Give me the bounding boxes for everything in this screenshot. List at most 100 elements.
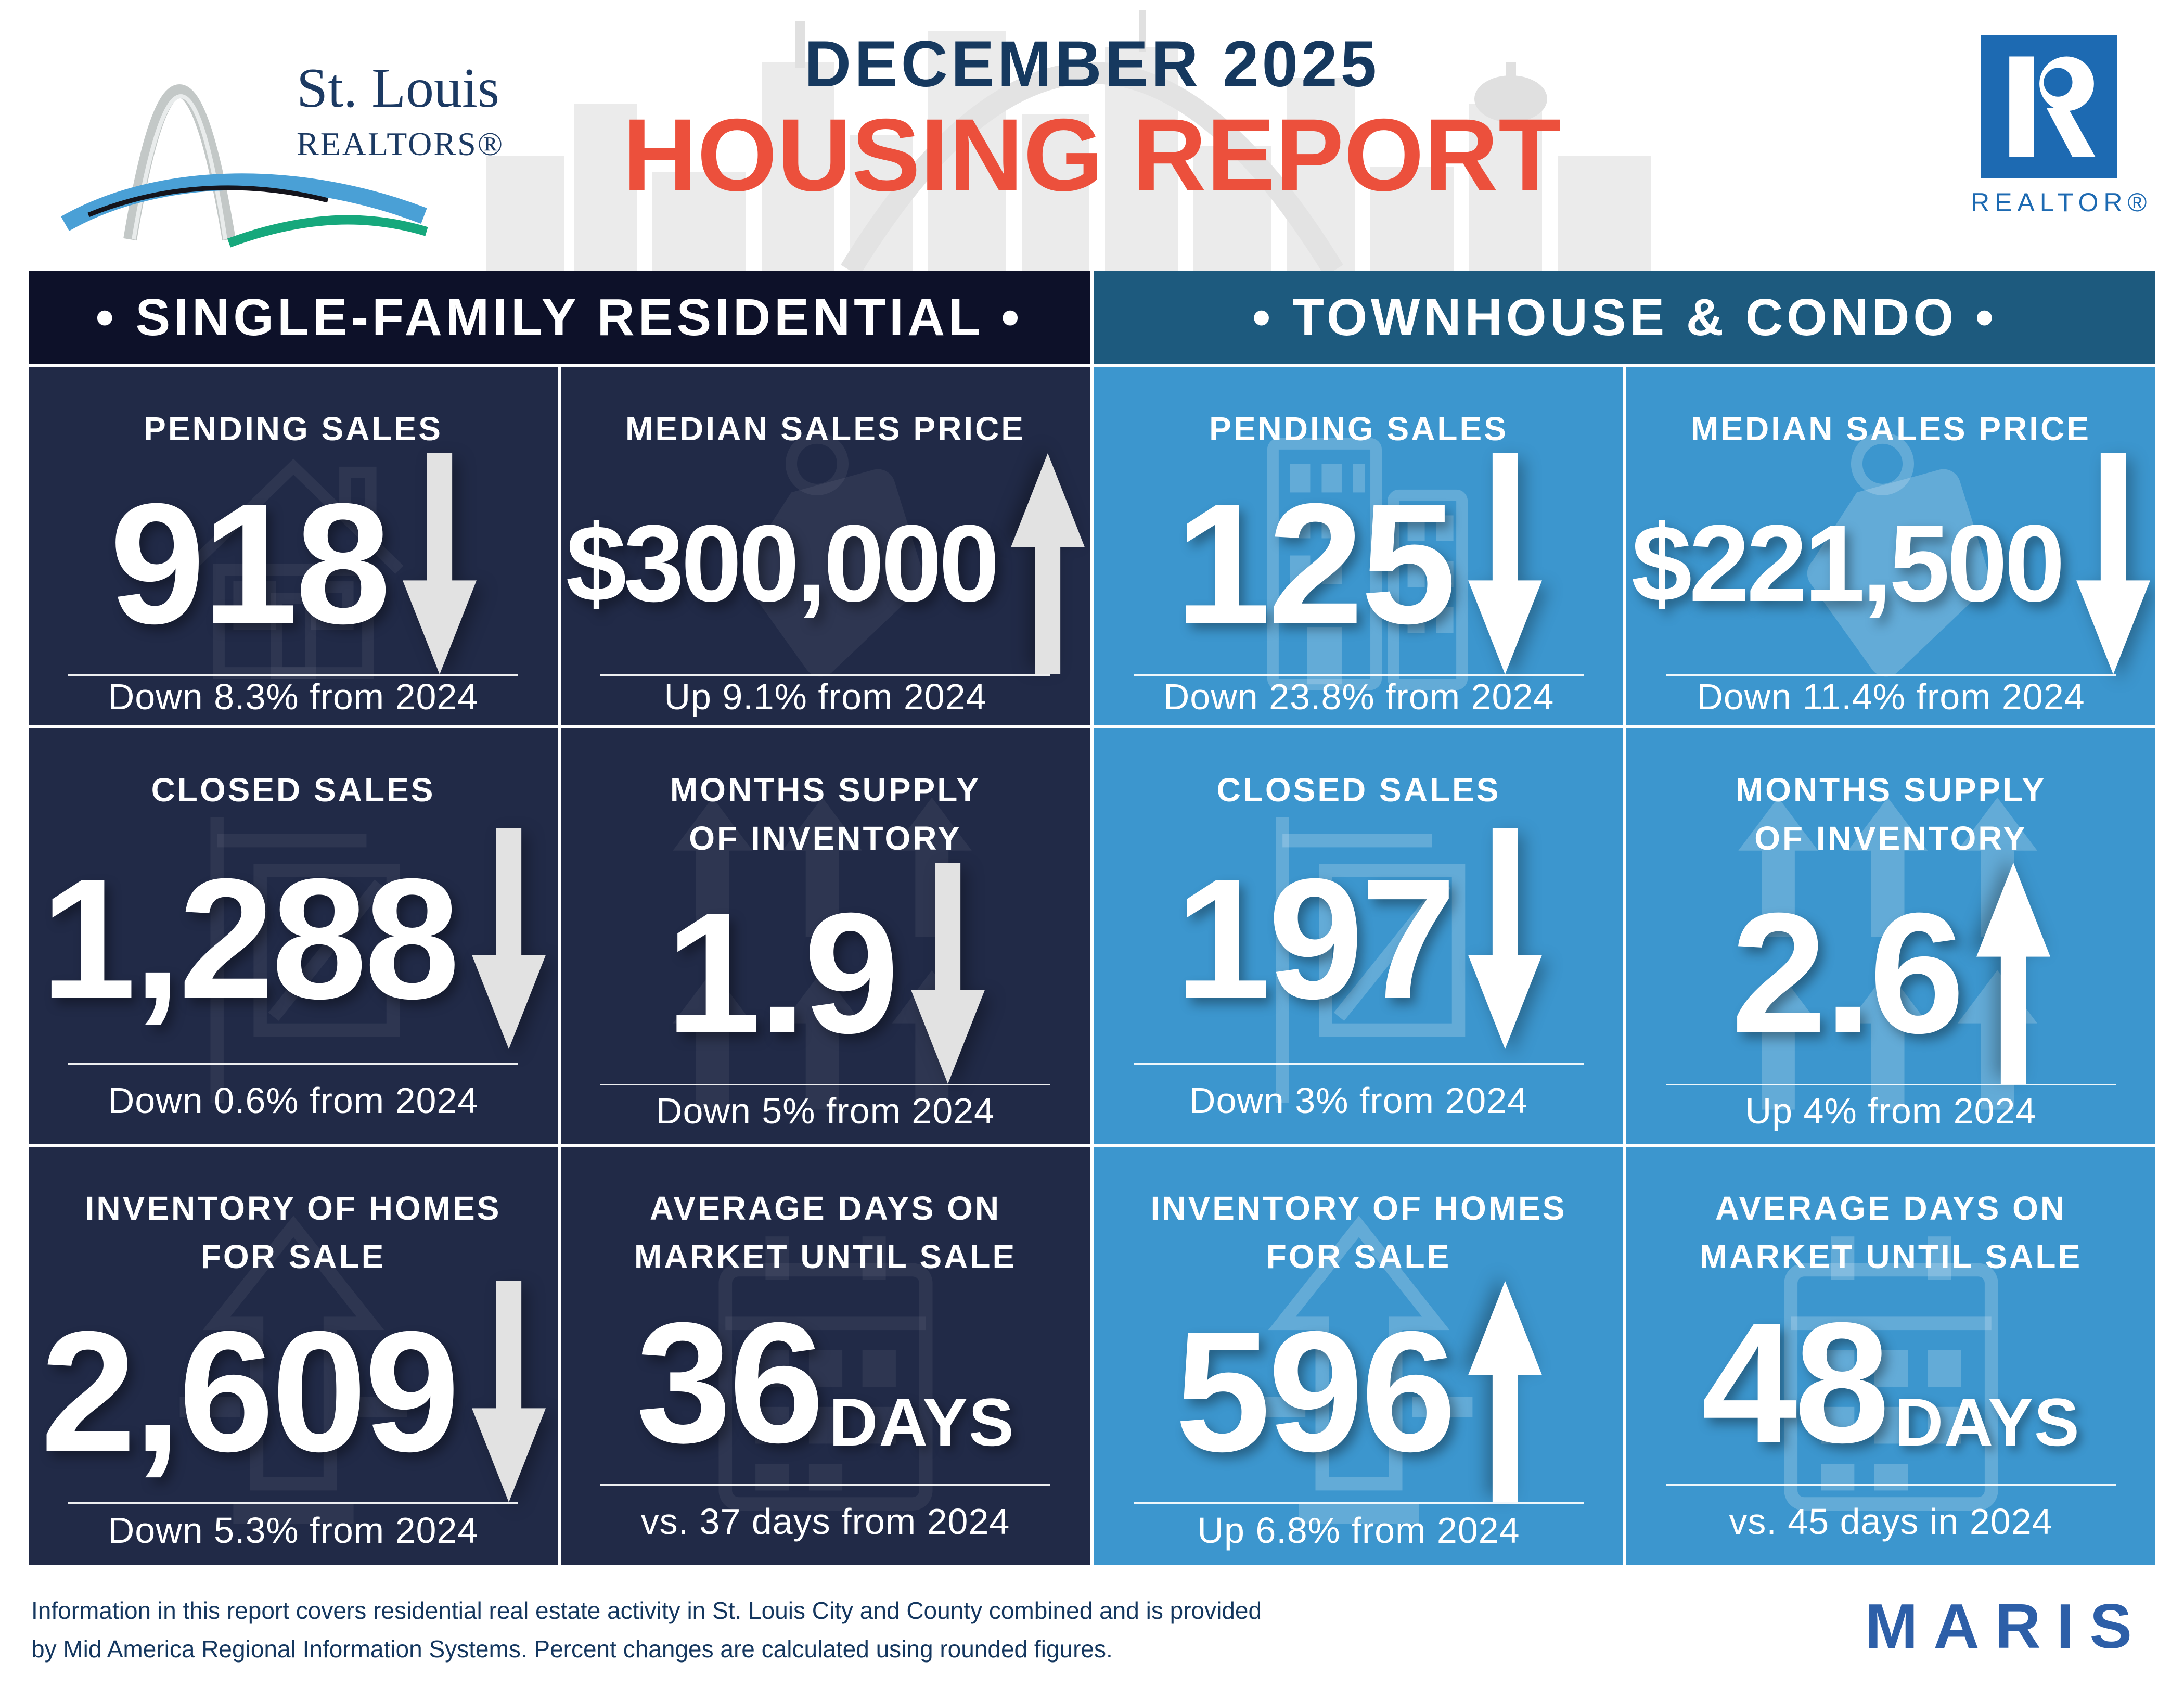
- trend-arrow-icon: [1976, 863, 2050, 1084]
- stat-divider: [600, 1083, 1050, 1085]
- trend-arrow-icon: [1011, 453, 1085, 674]
- st-louis-realtors-logo: St. Louis REALTORS®: [52, 16, 503, 255]
- stat-unit: DAYS: [829, 1384, 1015, 1460]
- stat-card-sf-months-supply: MONTHS SUPPLY OF INVENTORY 1.9 Down 5%: [561, 728, 1090, 1144]
- stat-label: INVENTORY OF HOMES FOR SALE: [85, 1190, 502, 1275]
- stat-card-sf-median-price: MEDIAN SALES PRICE $300,000 Up 9.1% f: [561, 367, 1090, 725]
- stat-change: Up 9.1% from 2024: [664, 676, 987, 718]
- section-townhouse-condo: • TOWNHOUSE & CONDO • PENDING SALES 125: [1094, 271, 2155, 1565]
- stat-divider: [1134, 1502, 1584, 1504]
- stat-label: MEDIAN SALES PRICE: [625, 410, 1025, 447]
- trend-arrow-icon: [1468, 1281, 1542, 1502]
- stat-card-sf-days-on-market: AVERAGE DAYS ON MARKET UNTIL SALE 36 DAY…: [561, 1147, 1090, 1565]
- stat-divider: [600, 674, 1050, 676]
- report-title: HOUSING REPORT: [622, 97, 1562, 212]
- stat-value: 197: [1175, 842, 1457, 1034]
- stat-card-sf-closed-sales: CLOSED SALES 1,288 Down 0.6% from 202: [29, 728, 558, 1144]
- section-header-townhouse-condo: • TOWNHOUSE & CONDO •: [1094, 271, 2155, 364]
- stat-divider: [68, 674, 518, 676]
- section-header-single-family: • SINGLE-FAMILY RESIDENTIAL •: [29, 271, 1090, 364]
- org-name: St. Louis REALTORS®: [297, 56, 504, 163]
- stat-card-tc-pending-sales: PENDING SALES 125 Down 23.8% from 202: [1094, 367, 1623, 725]
- single-family-cards: PENDING SALES 918 Down 8.3% from 2024: [29, 367, 1090, 1565]
- stat-card-tc-median-price: MEDIAN SALES PRICE $221,500 Down 11.4: [1626, 367, 2155, 725]
- stat-value-row: 36 DAYS: [561, 1281, 1090, 1484]
- stat-change: Down 0.6% from 2024: [108, 1080, 479, 1121]
- report-month: DECEMBER 2025: [804, 28, 1380, 100]
- org-name-line1: St. Louis: [297, 57, 500, 119]
- stat-change: Up 6.8% from 2024: [1197, 1510, 1520, 1551]
- trend-arrow-icon: [472, 1281, 546, 1502]
- stat-value: 1.9: [665, 877, 900, 1069]
- stat-value-row: 2.6: [1626, 863, 2155, 1084]
- stat-label: AVERAGE DAYS ON MARKET UNTIL SALE: [634, 1190, 1017, 1275]
- stat-change: Down 8.3% from 2024: [108, 676, 479, 718]
- stat-value-row: 596: [1094, 1281, 1623, 1502]
- stat-value: 125: [1175, 467, 1457, 660]
- stat-divider: [1134, 674, 1584, 676]
- stat-value: 596: [1175, 1295, 1457, 1488]
- stat-divider: [1134, 1063, 1584, 1065]
- trend-arrow-icon: [1468, 828, 1542, 1049]
- stat-value: $221,500: [1631, 502, 2065, 625]
- stat-value: 2,609: [41, 1295, 460, 1488]
- stat-value: 48: [1701, 1286, 1890, 1478]
- stat-label: MONTHS SUPPLY OF INVENTORY: [1735, 771, 2047, 857]
- trend-arrow-icon: [2076, 453, 2150, 674]
- stat-change: Down 5% from 2024: [656, 1090, 995, 1131]
- report-body: • SINGLE-FAMILY RESIDENTIAL • PENDING SA…: [29, 271, 2155, 1565]
- stat-value-row: 48 DAYS: [1626, 1281, 2155, 1484]
- stat-change: Down 11.4% from 2024: [1697, 676, 2085, 718]
- disclaimer-line-2: by Mid America Regional Information Syst…: [31, 1635, 1113, 1663]
- stat-change: Down 23.8% from 2024: [1163, 676, 1555, 718]
- stat-card-tc-closed-sales: CLOSED SALES 197 Down 3% from 2024: [1094, 728, 1623, 1144]
- stat-change: vs. 37 days from 2024: [640, 1501, 1010, 1542]
- trend-arrow-icon: [472, 828, 546, 1049]
- stat-card-sf-inventory: INVENTORY OF HOMES FOR SALE 2,609 Down: [29, 1147, 558, 1565]
- stat-label: CLOSED SALES: [1216, 771, 1501, 809]
- report-footer: Information in this report covers reside…: [0, 1565, 2184, 1688]
- stat-divider: [1666, 1484, 2116, 1486]
- stat-value: 2.6: [1731, 877, 1965, 1069]
- report-header: St. Louis REALTORS® DECEMBER 2025 HOUSIN…: [0, 0, 2184, 271]
- stat-value: 36: [636, 1286, 824, 1478]
- stat-card-tc-days-on-market: AVERAGE DAYS ON MARKET UNTIL SALE 48 DAY…: [1626, 1147, 2155, 1565]
- stat-label: MONTHS SUPPLY OF INVENTORY: [670, 771, 981, 857]
- stat-value-row: 2,609: [29, 1281, 558, 1502]
- trend-arrow-icon: [403, 453, 477, 674]
- realtor-r-icon: [1981, 35, 2117, 178]
- stat-value: 918: [109, 467, 391, 660]
- report-title-block: DECEMBER 2025 HOUSING REPORT: [623, 27, 1561, 208]
- stat-value-row: 918: [29, 453, 558, 674]
- gateway-arch-icon: [61, 84, 428, 248]
- realtor-logo: REALTOR®: [1971, 34, 2152, 218]
- stat-label: CLOSED SALES: [151, 771, 435, 809]
- stat-value-row: 1,288: [29, 814, 558, 1063]
- stat-unit: DAYS: [1894, 1384, 2080, 1460]
- stat-label: MEDIAN SALES PRICE: [1691, 410, 2091, 447]
- stat-value-row: 197: [1094, 814, 1623, 1063]
- stat-change: vs. 45 days in 2024: [1729, 1501, 2053, 1542]
- stat-card-sf-pending-sales: PENDING SALES 918 Down 8.3% from 2024: [29, 367, 558, 725]
- stat-value-row: $221,500: [1626, 453, 2155, 674]
- disclaimer-line-1: Information in this report covers reside…: [31, 1597, 1262, 1624]
- maris-logo: MARIS: [1865, 1591, 2148, 1661]
- stat-card-tc-inventory: INVENTORY OF HOMES FOR SALE 596 Up 6.8: [1094, 1147, 1623, 1565]
- stat-divider: [68, 1502, 518, 1504]
- org-name-line2: REALTORS®: [297, 125, 505, 162]
- stat-value-row: 1.9: [561, 863, 1090, 1084]
- stat-change: Down 5.3% from 2024: [108, 1510, 479, 1551]
- section-single-family: • SINGLE-FAMILY RESIDENTIAL • PENDING SA…: [29, 271, 1090, 1565]
- stat-divider: [68, 1063, 518, 1065]
- stat-change: Up 4% from 2024: [1745, 1090, 2037, 1131]
- disclaimer-text: Information in this report covers reside…: [31, 1592, 1262, 1668]
- stat-label: PENDING SALES: [1209, 410, 1508, 447]
- stat-card-tc-months-supply: MONTHS SUPPLY OF INVENTORY 2.6 Up 4% f: [1626, 728, 2155, 1144]
- stat-divider: [1666, 1083, 2116, 1085]
- townhouse-condo-cards: PENDING SALES 125 Down 23.8% from 202: [1094, 367, 2155, 1565]
- stat-label: AVERAGE DAYS ON MARKET UNTIL SALE: [1699, 1190, 2083, 1275]
- realtor-logo-label: REALTOR®: [1971, 188, 2152, 217]
- trend-arrow-icon: [1468, 453, 1542, 674]
- stat-change: Down 3% from 2024: [1189, 1080, 1528, 1121]
